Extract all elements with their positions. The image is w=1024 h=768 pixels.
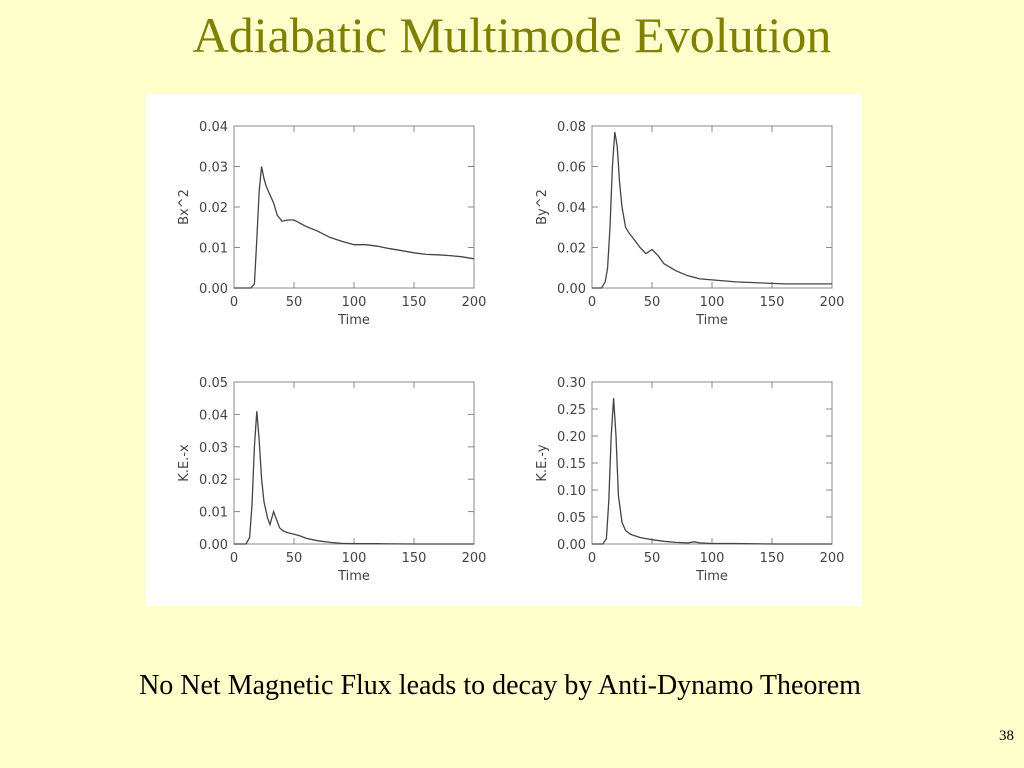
x-tick-label: 100 [342, 551, 367, 566]
plot-frame [233, 381, 475, 545]
slide-caption: No Net Magnetic Flux leads to decay by A… [139, 670, 861, 701]
y-tick-label: 0.04 [199, 408, 228, 423]
x-tick-label: 0 [588, 551, 596, 566]
x-axis-label: Time [695, 569, 728, 584]
x-tick-label: 200 [462, 551, 487, 566]
x-tick-label: 150 [760, 295, 785, 310]
x-tick-label: 150 [760, 551, 785, 566]
y-tick-label: 0.20 [557, 430, 586, 445]
plot-frame [591, 125, 833, 289]
y-axis-label: Bx^2 [177, 189, 192, 225]
series-line [592, 131, 832, 289]
plot-bx2: 0 50 100 150 200 0.00 0.01 0.02 0.03 0.04 Time Bx^2 [176, 116, 516, 342]
y-tick-label: 0.02 [199, 201, 228, 216]
x-tick-label: 0 [588, 295, 596, 310]
series-line [592, 398, 832, 545]
series-line [234, 411, 474, 545]
x-tick-label: 50 [286, 295, 303, 310]
x-tick-label: 200 [820, 295, 845, 310]
plot-bx2-svg: 0 50 100 150 200 0.00 0.01 0.02 0.03 0.04 Time Bx^2 [177, 120, 487, 328]
y-tick-label: 0.03 [199, 441, 228, 456]
x-tick-label: 200 [820, 551, 845, 566]
page-number: 38 [999, 728, 1014, 744]
y-tick-label: 0.02 [557, 242, 586, 257]
y-tick-label: 0.06 [557, 161, 586, 176]
y-tick-label: 0.05 [199, 376, 228, 391]
y-tick-label: 0.30 [557, 376, 586, 391]
x-tick-label: 50 [644, 551, 661, 566]
x-tick-label: 50 [644, 295, 661, 310]
y-axis-label: By^2 [535, 189, 550, 225]
y-tick-label: 0.10 [557, 484, 586, 499]
plot-by2-svg: 0 50 100 150 200 0.00 0.02 0.04 0.06 0.08 Time By^2 [535, 120, 845, 328]
x-tick-label: 100 [342, 295, 367, 310]
x-axis-label: Time [337, 313, 370, 328]
y-tick-label: 0.15 [557, 457, 586, 472]
y-tick-label: 0.01 [199, 506, 228, 521]
figure-panel: 0 50 100 150 200 0.00 0.01 0.02 0.03 0.04 Time Bx^2… [146, 94, 862, 606]
plot-frame [233, 125, 475, 289]
plot-frame [591, 381, 833, 545]
y-tick-label: 0.01 [199, 242, 228, 257]
y-tick-label: 0.00 [557, 538, 586, 553]
y-tick-label: 0.08 [557, 120, 586, 135]
plot-ke-x-svg: 0 50 100 150 200 0.00 0.01 0.02 0.03 0.04 0.05 Time… [177, 376, 487, 584]
plot-by2: 0 50 100 150 200 0.00 0.02 0.04 0.06 0.08 Time By^2 [534, 116, 874, 342]
y-tick-label: 0.03 [199, 161, 228, 176]
y-tick-label: 0.04 [199, 120, 228, 135]
y-tick-label: 0.00 [557, 282, 586, 297]
plot-ke-x: 0 50 100 150 200 0.00 0.01 0.02 0.03 0.04 0.05 Time… [176, 372, 516, 598]
y-axis-label: K.E.-x [177, 444, 192, 482]
series-line [234, 166, 475, 289]
y-tick-label: 0.04 [557, 201, 586, 216]
x-tick-label: 200 [462, 295, 487, 310]
y-tick-label: 0.05 [557, 511, 586, 526]
y-tick-label: 0.00 [199, 538, 228, 553]
x-axis-label: Time [337, 569, 370, 584]
x-tick-label: 100 [700, 295, 725, 310]
y-axis-label: K.E.-y [535, 444, 550, 481]
x-tick-label: 150 [402, 295, 427, 310]
y-tick-label: 0.02 [199, 473, 228, 488]
x-tick-label: 50 [286, 551, 303, 566]
x-tick-label: 150 [402, 551, 427, 566]
x-tick-label: 0 [230, 551, 238, 566]
x-axis-label: Time [695, 313, 728, 328]
plot-ke-y-svg: 0 50 100 150 200 0.00 0.05 0.10 0.15 0.20 0.25 0.30… [535, 376, 845, 584]
y-tick-label: 0.00 [199, 282, 228, 297]
x-tick-label: 0 [230, 295, 238, 310]
x-tick-label: 100 [700, 551, 725, 566]
plot-ke-y: 0 50 100 150 200 0.00 0.05 0.10 0.15 0.20 0.25 0.30… [534, 372, 874, 598]
slide-title: Adiabatic Multimode Evolution [192, 7, 832, 63]
y-tick-label: 0.25 [557, 403, 586, 418]
